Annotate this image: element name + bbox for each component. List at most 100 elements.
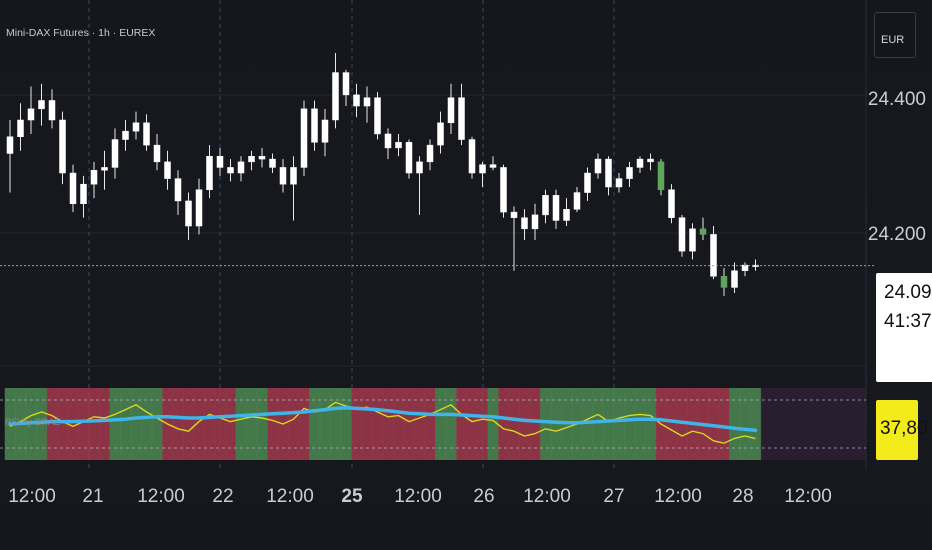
rsi-zone-bar: [729, 388, 741, 460]
time-tick-label: 26: [473, 486, 495, 507]
candle-body: [279, 167, 287, 185]
candle-body: [605, 158, 612, 188]
rsi-zone-bar: [267, 388, 279, 460]
candle-body: [626, 167, 633, 179]
rsi-zone-bar: [78, 388, 90, 460]
candle-body: [101, 167, 108, 171]
rsi-zone-bar: [193, 388, 205, 460]
indicator-title: RSI by GRAE: [5, 417, 61, 427]
candle-body: [542, 195, 549, 216]
rsi-zone-bar: [319, 388, 331, 460]
candle-body: [731, 270, 738, 288]
rsi-zone-bar: [613, 388, 625, 460]
rsi-zone-bar: [340, 388, 352, 460]
rsi-zone-bar: [508, 388, 520, 460]
time-tick-label: 12:00: [523, 486, 571, 507]
rsi-zone-bar: [456, 388, 468, 460]
candle-body: [489, 164, 497, 168]
candle-body: [573, 192, 581, 210]
rsi-zone-bar: [214, 388, 226, 460]
rsi-zone-bar: [382, 388, 394, 460]
candle-body: [468, 139, 476, 174]
price-tick-label: 24.400: [867, 89, 926, 110]
candle-body: [678, 217, 686, 252]
rsi-zone-bar: [46, 388, 58, 460]
current-price-value: 24.094: [884, 282, 932, 303]
time-tick-label: 12:00: [137, 486, 185, 507]
candle-body: [332, 72, 339, 121]
time-tick-label: 25: [341, 486, 363, 507]
rsi-zone-bar: [424, 388, 436, 460]
candle-body: [353, 94, 360, 107]
candle-body: [615, 178, 623, 188]
candle-body: [69, 172, 77, 204]
rsi-zone-background: [0, 388, 866, 460]
candle-body: [111, 139, 119, 168]
rsi-zone-bar: [603, 388, 615, 460]
rsi-zone-bar: [750, 388, 762, 460]
rsi-zone-bar: [256, 388, 268, 460]
candle-body: [647, 158, 654, 163]
rsi-zone-bar: [592, 388, 604, 460]
candle-body: [48, 100, 56, 121]
rsi-zone-bar: [624, 388, 636, 460]
candle-body: [416, 161, 423, 174]
candle-body: [405, 142, 413, 174]
time-tick-label: 28: [732, 486, 754, 507]
candle-body: [164, 161, 171, 179]
rsi-line: [9, 401, 756, 444]
rsi-zone-bar: [309, 388, 321, 460]
candle-body: [132, 122, 140, 132]
candle-body: [500, 167, 507, 213]
candle-body: [290, 167, 297, 185]
price-tick-label: 24.200: [867, 224, 926, 245]
candle-body: [437, 122, 444, 146]
candle-body: [258, 156, 266, 160]
candle-body: [321, 119, 329, 143]
time-tick-label: 12:00: [784, 486, 832, 507]
time-tick-label: 12:00: [266, 486, 314, 507]
candle-body: [668, 189, 675, 218]
rsi-zone-bar: [676, 388, 688, 460]
candle-body: [59, 119, 66, 174]
symbol-title: Mini-DAX Futures · 1h · EUREX: [6, 27, 156, 39]
rsi-zone-bar: [204, 388, 216, 460]
time-tick-label: 27: [603, 486, 625, 507]
rsi-zone-bar: [130, 388, 142, 460]
rsi-zone-bar: [403, 388, 415, 460]
candle-body: [153, 144, 161, 163]
candle-body: [27, 108, 35, 121]
rsi-zone-bar: [246, 388, 258, 460]
candle-body: [531, 214, 539, 230]
candle-body: [122, 130, 129, 140]
candle-body: [699, 228, 707, 235]
candle-body: [374, 97, 381, 135]
rsi-zone-bar: [151, 388, 163, 460]
currency-button[interactable]: EUR: [874, 12, 916, 58]
candlestick-series: [6, 53, 759, 296]
candle-body: [342, 72, 350, 96]
candle-body: [143, 122, 150, 146]
candle-body: [38, 100, 45, 110]
rsi-zone-bar: [498, 388, 510, 460]
candle-body: [6, 136, 14, 154]
rsi-zone-bar: [445, 388, 457, 460]
rsi-ma-line: [8, 406, 758, 432]
rsi-zone-bar: [435, 388, 447, 460]
candle-body: [363, 97, 371, 107]
rsi-zone-bar: [477, 388, 489, 460]
rsi-zone-bar: [529, 388, 541, 460]
candle-body: [510, 211, 518, 218]
candle-body: [195, 189, 203, 227]
candle-body: [248, 156, 255, 163]
candle-body: [185, 200, 192, 227]
candle-body: [657, 161, 665, 191]
bar-countdown: 41:37: [884, 311, 932, 332]
time-tick-label: 21: [82, 486, 104, 507]
rsi-zone-bar: [351, 388, 363, 460]
rsi-zone-bar: [739, 388, 751, 460]
rsi-zone-bar: [466, 388, 478, 460]
rsi-zone-bar: [361, 388, 373, 460]
